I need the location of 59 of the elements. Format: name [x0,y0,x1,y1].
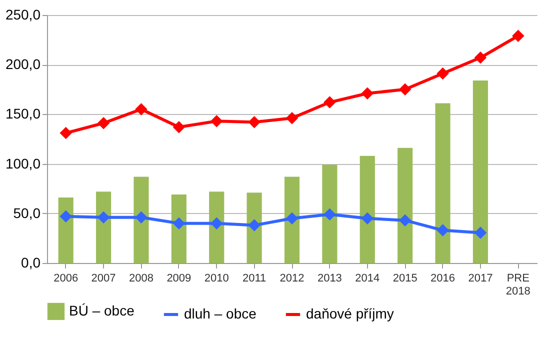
y-tick-label: 250,0 [5,6,41,22]
x-tick-label: 2016 [430,272,456,284]
bar [322,164,338,263]
point [60,126,72,140]
y-tick-label: 200,0 [5,56,41,72]
point [398,83,412,96]
bar [171,194,186,263]
point [97,211,110,224]
bar [134,176,149,263]
point [286,112,298,124]
point [324,208,336,221]
y-tick-label: 100,0 [5,155,41,172]
x-tick-label: 2013 [317,272,342,284]
x-tick-label: PRE 2018 [506,272,530,298]
point [436,224,449,236]
x-tick-label: 2011 [242,272,266,284]
bar [360,156,375,263]
y-tick-label: 150,0 [5,106,41,122]
point [286,212,298,224]
bar [246,192,262,263]
bar [58,198,74,263]
x-tick-label: 2010 [204,272,229,284]
x-tick-label: 2009 [166,272,192,284]
point [210,115,223,128]
legend-label: daňové příjmy [306,306,394,322]
x-tick-label: 2012 [280,272,304,284]
bar [435,103,450,263]
bar [472,80,488,263]
x-tick-label: 2007 [91,272,116,284]
x-tick-label: 2017 [468,272,493,284]
point [361,212,374,224]
point [248,116,260,128]
bar [209,192,224,263]
point [474,52,487,64]
point [60,210,72,222]
y-tick-label: 0,0 [21,254,41,270]
point [474,226,487,239]
point [324,96,336,108]
point [361,87,374,100]
point [172,120,186,134]
point [210,217,223,230]
x-tick-label: 2015 [392,272,418,284]
point [436,67,449,80]
bar [284,176,300,263]
legend-label: BÚ – obce [69,302,135,318]
x-tick-label: 2014 [355,272,380,284]
point [172,217,186,230]
bar [398,148,413,263]
legend-label: dluh – obce [184,306,257,322]
x-tick-label: 2008 [128,272,154,284]
point [398,214,412,226]
bar [96,192,112,263]
y-tick-label: 50,0 [13,204,41,221]
point [97,117,110,130]
point [135,103,148,116]
x-tick-label: 2006 [54,272,78,284]
point [248,219,260,232]
point [512,30,524,42]
point [135,211,148,224]
